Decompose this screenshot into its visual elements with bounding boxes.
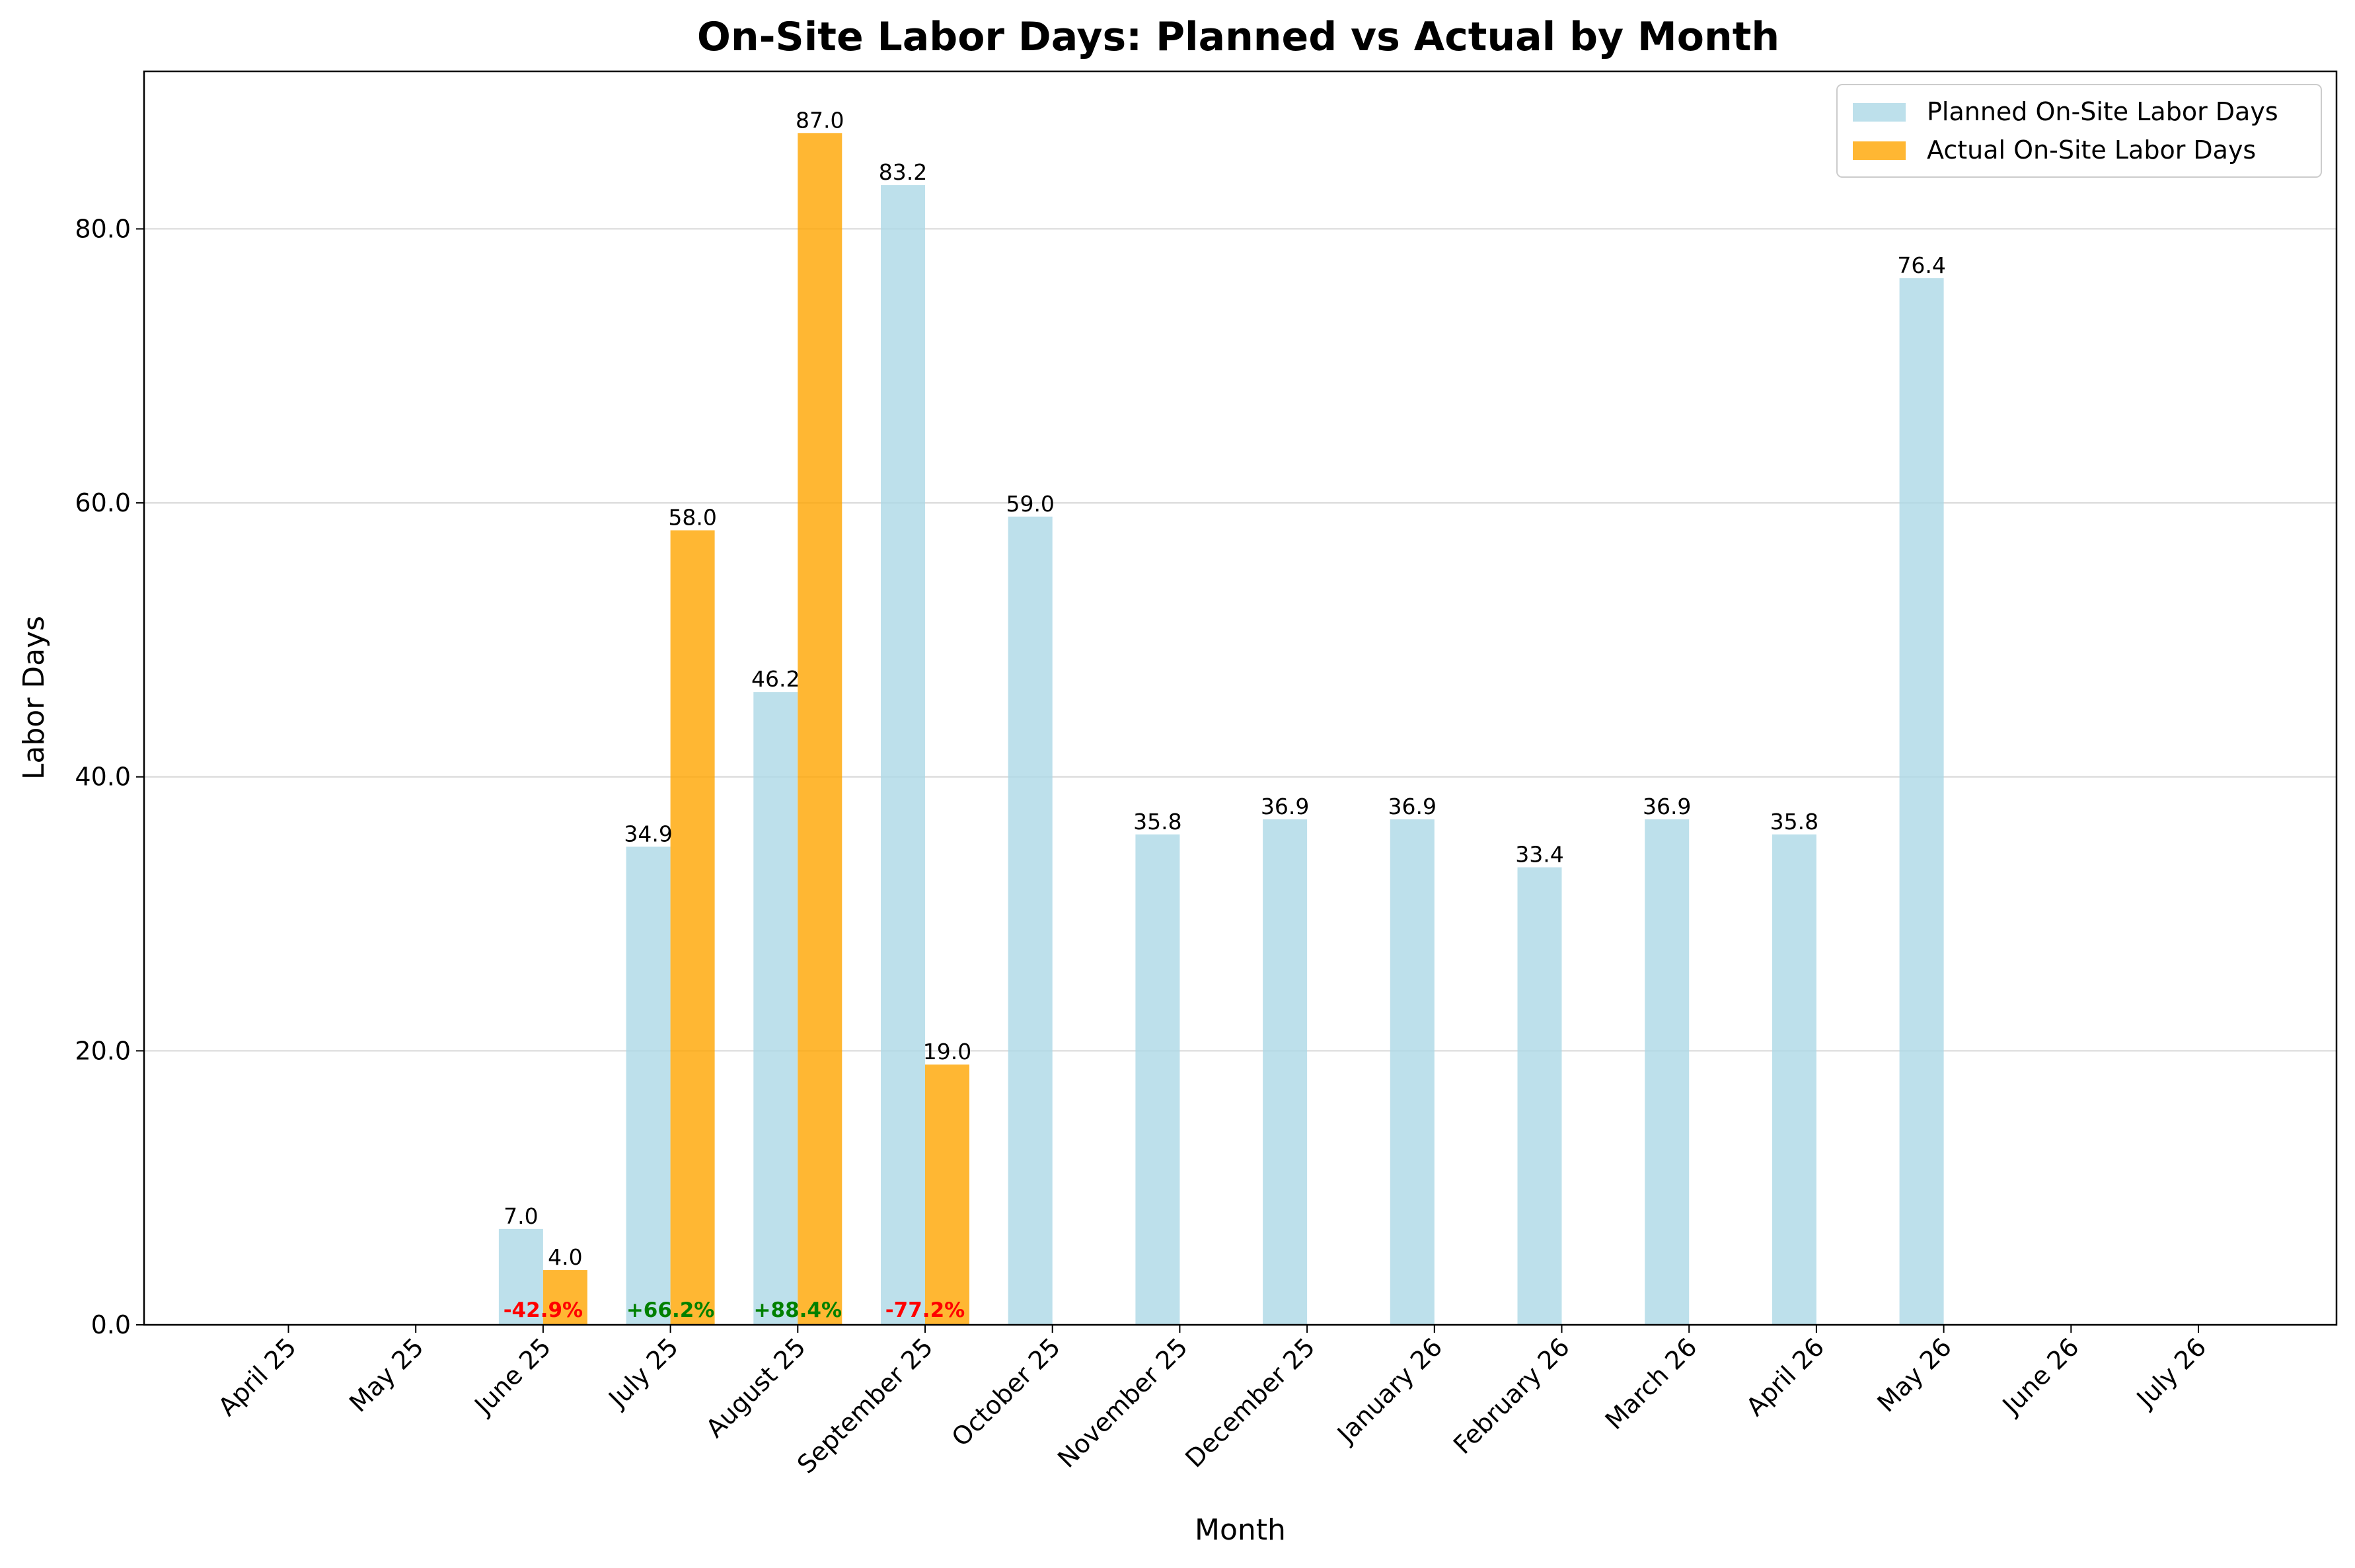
planned-value-label: 35.8 bbox=[1133, 809, 1181, 835]
legend-entry: Actual On-Site Labor Days bbox=[1927, 135, 2256, 165]
x-axis-label: Month bbox=[1195, 1513, 1286, 1547]
planned-value-label: 7.0 bbox=[504, 1203, 538, 1229]
planned-value-label: 36.9 bbox=[1261, 794, 1309, 819]
planned-bar bbox=[626, 846, 671, 1325]
y-tick-label: 0.0 bbox=[91, 1310, 131, 1339]
y-axis-label: Labor Days bbox=[17, 616, 51, 780]
planned-value-label: 36.9 bbox=[1388, 794, 1437, 819]
legend-entry: Planned On-Site Labor Days bbox=[1927, 97, 2278, 126]
chart-title: On-Site Labor Days: Planned vs Actual by… bbox=[697, 14, 1779, 60]
planned-value-label: 83.2 bbox=[879, 159, 927, 185]
planned-bar bbox=[1008, 516, 1053, 1325]
legend-swatch bbox=[1853, 103, 1906, 122]
variance-label: +88.4% bbox=[754, 1298, 842, 1322]
plot-frame bbox=[143, 70, 2338, 1326]
planned-value-label: 46.2 bbox=[751, 666, 800, 692]
legend-box bbox=[1836, 84, 2322, 178]
planned-bar bbox=[1135, 834, 1180, 1325]
actual-bar bbox=[670, 530, 715, 1325]
actual-bar bbox=[542, 1270, 587, 1325]
actual-value-label: 4.0 bbox=[548, 1244, 582, 1270]
planned-bar bbox=[1772, 834, 1816, 1325]
grid-lines bbox=[144, 228, 2336, 1052]
y-tick-label: 40.0 bbox=[75, 763, 131, 792]
variance-label: +66.2% bbox=[626, 1298, 715, 1322]
planned-bar bbox=[498, 1228, 543, 1325]
data-labels: 7.0 34.9 46.2 83.2 59.0 35.8 36.9 36.9 33.4 36.9 3… bbox=[504, 107, 1946, 1322]
planned-value-label: 34.9 bbox=[624, 821, 672, 846]
y-axis: 0.0 20.0 40.0 60.0 80.0 bbox=[75, 214, 144, 1339]
planned-value-label: 33.4 bbox=[1515, 842, 1563, 868]
y-tick-label: 60.0 bbox=[75, 488, 131, 517]
planned-bar bbox=[1645, 819, 1690, 1325]
actual-value-label: 87.0 bbox=[796, 107, 844, 133]
planned-bar bbox=[1390, 819, 1435, 1325]
planned-bar bbox=[1517, 867, 1562, 1325]
actual-value-label: 19.0 bbox=[923, 1039, 971, 1064]
planned-value-label: 36.9 bbox=[1643, 794, 1691, 819]
planned-value-label: 35.8 bbox=[1770, 809, 1818, 835]
y-tick-label: 80.0 bbox=[75, 214, 131, 243]
y-tick-label: 20.0 bbox=[75, 1036, 131, 1065]
actual-bar bbox=[925, 1064, 969, 1325]
variance-label: -77.2% bbox=[885, 1298, 965, 1322]
planned-bar bbox=[881, 185, 925, 1325]
bars bbox=[498, 133, 1944, 1325]
planned-bar bbox=[1899, 278, 1944, 1325]
actual-bar bbox=[798, 133, 842, 1325]
planned-bar bbox=[753, 692, 798, 1325]
actual-value-label: 58.0 bbox=[668, 505, 716, 531]
planned-value-label: 59.0 bbox=[1006, 491, 1054, 517]
planned-bar bbox=[1263, 819, 1308, 1325]
variance-label: -42.9% bbox=[504, 1298, 583, 1322]
planned-value-label: 76.4 bbox=[1897, 252, 1945, 278]
legend-swatch bbox=[1853, 141, 1906, 160]
legend: Planned On-Site Labor Days Actual On-Site… bbox=[1836, 84, 2322, 178]
